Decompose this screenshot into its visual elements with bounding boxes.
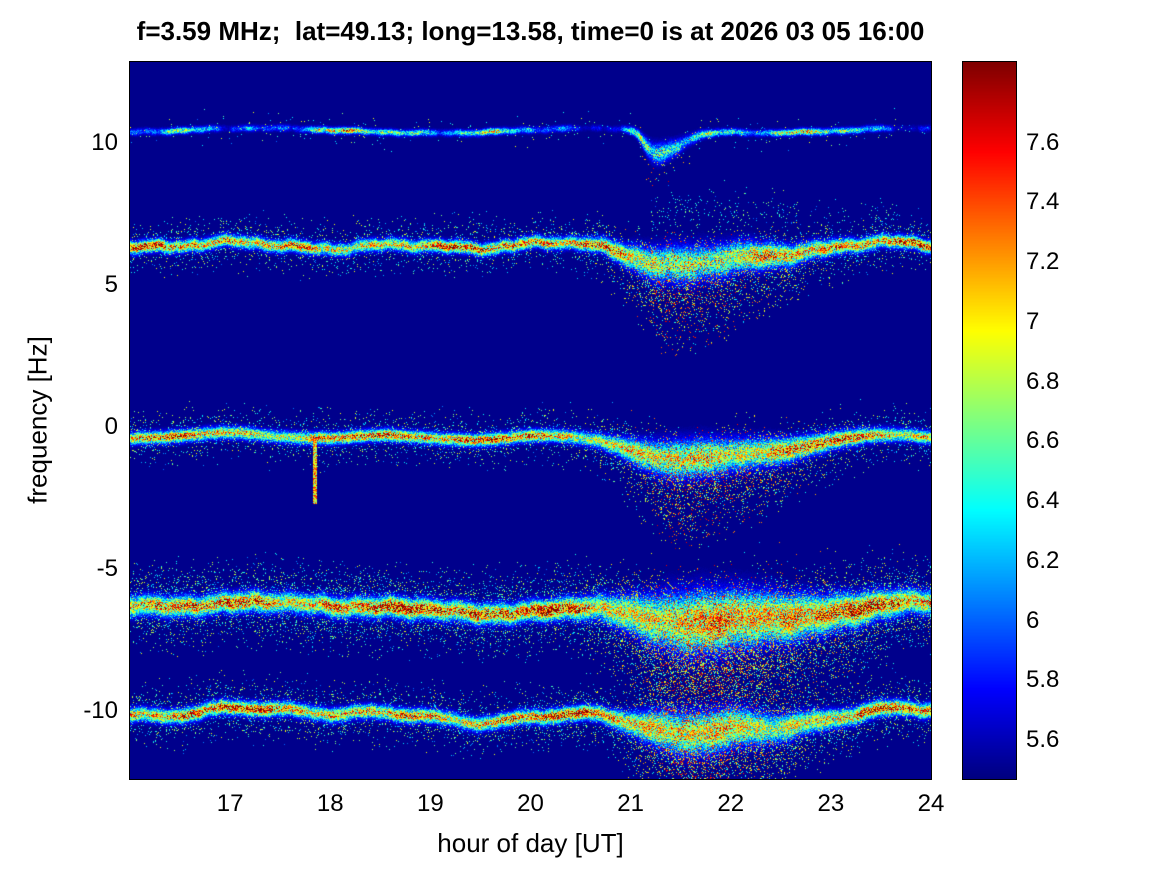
x-tick-label: 23 xyxy=(817,790,845,817)
colorbar-tick-label: 7.6 xyxy=(1026,128,1060,156)
colorbar-tick-label: 5.8 xyxy=(1026,666,1060,694)
colorbar-tick-label: 6.4 xyxy=(1026,487,1060,515)
colorbar-tick-label: 7.2 xyxy=(1026,248,1060,276)
x-tick-label: 19 xyxy=(417,790,444,817)
y-tick-label: -5 xyxy=(96,554,118,582)
colorbar xyxy=(962,61,1017,780)
x-tick-label: 20 xyxy=(517,790,544,817)
colorbar-tick-label: 6.2 xyxy=(1026,546,1060,574)
x-tick-label: 17 xyxy=(216,790,244,817)
x-tick-label: 18 xyxy=(316,790,344,817)
colorbar-tick-label: 7 xyxy=(1026,307,1040,335)
x-tick-label: 22 xyxy=(717,790,745,817)
colorbar-tick-label: 6.6 xyxy=(1026,427,1060,455)
colorbar-tick-label: 7.4 xyxy=(1026,188,1060,216)
plot-area xyxy=(129,61,932,780)
colorbar-tick-label: 6 xyxy=(1026,606,1040,634)
colorbar-tick-label: 6.8 xyxy=(1026,367,1060,395)
colorbar-canvas xyxy=(963,62,1016,779)
y-tick-label: 0 xyxy=(104,412,118,440)
y-tick-label: 5 xyxy=(104,270,118,298)
y-tick-label: 10 xyxy=(91,128,118,156)
x-tick-label: 24 xyxy=(917,790,945,817)
spectrogram-canvas xyxy=(130,62,931,779)
plot-title: f=3.59 MHz; lat=49.13; long=13.58, time=… xyxy=(136,16,925,46)
y-tick-label: -10 xyxy=(83,696,118,724)
colorbar-tick-label: 5.6 xyxy=(1026,726,1060,754)
x-axis-label: hour of day [UT] xyxy=(437,828,624,858)
x-tick-label: 21 xyxy=(617,790,644,817)
